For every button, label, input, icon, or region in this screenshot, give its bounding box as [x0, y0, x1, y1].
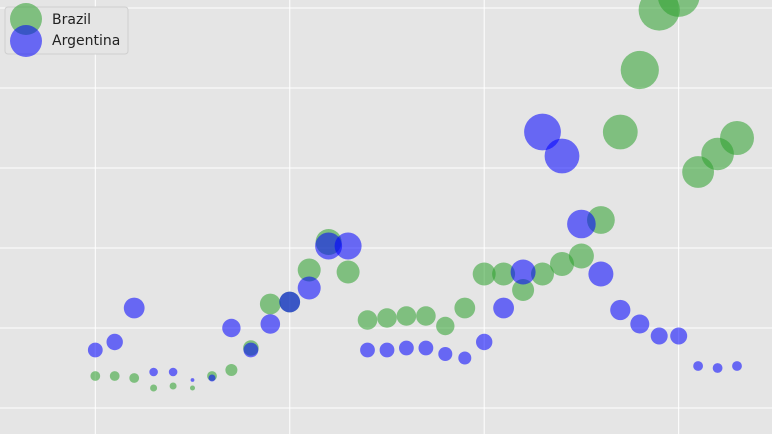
- bubble-argentina-17: [418, 340, 434, 356]
- bubble-argentina-28: [630, 314, 650, 334]
- bubble-brazil-28: [620, 50, 659, 90]
- bubble-brazil-15: [377, 308, 397, 328]
- bubble-argentina-16: [399, 340, 414, 356]
- bubble-argentina-20: [476, 333, 493, 351]
- bubble-argentina-11: [297, 276, 321, 300]
- bubble-argentina-24: [544, 138, 580, 174]
- bubble-argentina-15: [379, 342, 395, 358]
- bubble-brazil-25: [568, 243, 594, 269]
- series-argentina-bubbles: [87, 113, 742, 382]
- bubble-argentina-7: [222, 318, 241, 338]
- bubble-argentina-30: [670, 327, 688, 345]
- legend: Brazil Argentina: [4, 3, 129, 57]
- bubble-argentina-9: [260, 314, 281, 334]
- bubble-argentina-1: [106, 333, 123, 351]
- bubble-brazil-24: [550, 252, 574, 276]
- bubble-argentina-18: [438, 347, 453, 361]
- legend-label-argentina: Argentina: [52, 33, 120, 49]
- bubble-brazil-21: [492, 262, 516, 286]
- legend-marker-brazil: [10, 3, 42, 35]
- bubble-argentina-32: [712, 363, 723, 373]
- bubble-brazil-27: [602, 114, 638, 150]
- legend-marker-argentina: [10, 25, 42, 57]
- legend-label-brazil: Brazil: [52, 12, 91, 28]
- bubble-brazil-23: [531, 262, 554, 286]
- bubble-argentina-12: [315, 232, 343, 260]
- bubble-brazil-14: [357, 310, 378, 330]
- bubble-brazil-30: [658, 0, 700, 17]
- bubble-brazil-13: [336, 260, 360, 284]
- bubble-argentina-2: [123, 297, 145, 319]
- bubble-argentina-8: [243, 342, 259, 358]
- bubble-argentina-4: [168, 367, 178, 377]
- bubble-brazil-7: [225, 364, 238, 376]
- bubble-brazil-16: [396, 306, 417, 326]
- bubble-brazil-11: [297, 258, 321, 282]
- bubble-argentina-22: [510, 259, 536, 285]
- bubble-brazil-9: [259, 293, 281, 315]
- bubble-brazil-19: [454, 297, 476, 319]
- bubble-brazil-1: [109, 371, 120, 381]
- bubble-brazil-22: [512, 279, 535, 301]
- bubble-argentina-26: [588, 261, 614, 287]
- series-brazil-bubbles: [90, 0, 754, 392]
- bubble-argentina-25: [567, 209, 596, 239]
- bubble-argentina-19: [458, 351, 472, 365]
- bubble-brazil-0: [90, 371, 101, 381]
- bubble-argentina-3: [149, 367, 158, 377]
- bubble-argentina-21: [493, 297, 514, 319]
- bubble-brazil-5: [190, 385, 195, 391]
- bubble-argentina-27: [610, 299, 631, 321]
- bubble-argentina-0: [87, 342, 103, 358]
- bubble-brazil-18: [436, 316, 455, 336]
- bubble-argentina-13: [334, 232, 362, 260]
- bubble-brazil-3: [150, 384, 158, 392]
- bubble-argentina-5: [190, 378, 195, 382]
- bubble-argentina-31: [693, 361, 703, 371]
- bubble-brazil-2: [129, 373, 140, 383]
- bubble-argentina-14: [360, 342, 375, 358]
- bubble-brazil-4: [169, 382, 177, 390]
- bubble-brazil-17: [416, 306, 436, 326]
- bubble-argentina-29: [650, 327, 668, 345]
- bubble-brazil-33: [720, 121, 754, 155]
- bubble-brazil-20: [472, 262, 496, 286]
- bubble-argentina-6: [208, 374, 216, 382]
- bubble-argentina-33: [732, 361, 742, 371]
- bubble-argentina-10: [279, 291, 301, 313]
- bubble-argentina-23: [524, 113, 561, 151]
